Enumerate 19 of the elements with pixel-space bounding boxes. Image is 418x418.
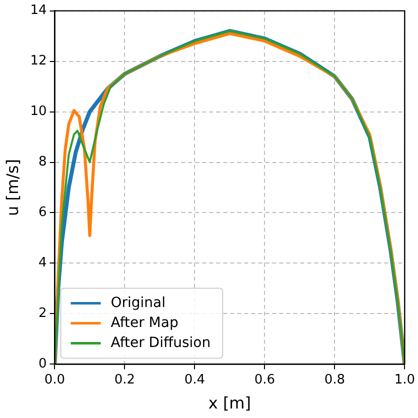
y-axis-title: u [m/s] — [2, 158, 22, 216]
y-tick-label: 0 — [38, 356, 47, 372]
legend-label: After Diffusion — [110, 334, 211, 351]
x-tick-label: 0.6 — [254, 372, 276, 388]
y-tick-label: 4 — [38, 256, 47, 271]
legend-label: After Map — [110, 314, 178, 331]
x-tick-label: 0.2 — [114, 372, 136, 388]
y-tick-label: 6 — [38, 205, 47, 220]
y-tick-label: 14 — [30, 3, 47, 18]
y-tick-label: 8 — [38, 154, 47, 170]
legend-label: Original — [110, 294, 166, 311]
y-tick-label: 2 — [38, 306, 47, 322]
y-tick-label: 10 — [30, 104, 47, 120]
x-tick-label: 0.0 — [44, 372, 66, 388]
x-axis-title: x [m] — [208, 394, 252, 413]
x-tick-label: 0.8 — [324, 372, 346, 388]
x-tick-label: 1.0 — [394, 372, 416, 388]
y-tick-label: 12 — [30, 54, 47, 69]
x-tick-label: 0.4 — [184, 372, 206, 388]
